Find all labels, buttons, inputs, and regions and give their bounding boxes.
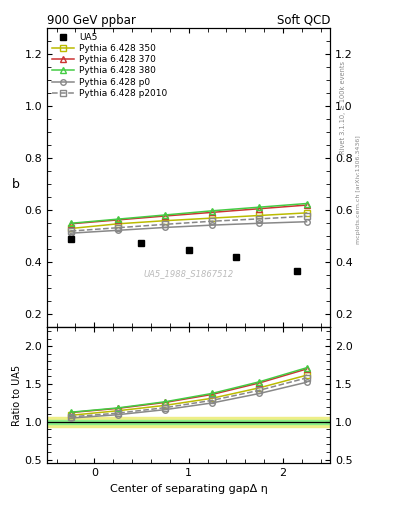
UA5 (68, 237, 73, 243)
Line: Pythia 6.428 p0: Pythia 6.428 p0 (68, 219, 309, 236)
Y-axis label: b: b (12, 178, 20, 191)
Pythia 6.428 p2010 (304, 213, 309, 219)
Pythia 6.428 p0 (257, 220, 262, 226)
Text: Rivet 3.1.10, ≥ 100k events: Rivet 3.1.10, ≥ 100k events (340, 61, 346, 154)
Pythia 6.428 350 (68, 225, 73, 231)
Pythia 6.428 p2010 (163, 221, 167, 227)
Text: Soft QCD: Soft QCD (277, 14, 330, 27)
Pythia 6.428 350 (210, 215, 215, 221)
Text: 900 GeV ppbar: 900 GeV ppbar (47, 14, 136, 27)
Pythia 6.428 p0 (210, 222, 215, 228)
Pythia 6.428 370 (68, 221, 73, 227)
Bar (47, 417, 330, 427)
Line: Pythia 6.428 380: Pythia 6.428 380 (68, 201, 309, 226)
Bar (47, 419, 330, 424)
Pythia 6.428 370 (163, 213, 167, 219)
UA5 (233, 253, 238, 260)
Pythia 6.428 370 (116, 217, 120, 223)
Y-axis label: Ratio to UA5: Ratio to UA5 (12, 365, 22, 426)
Pythia 6.428 350 (163, 218, 167, 224)
UA5 (295, 268, 299, 274)
Pythia 6.428 370 (210, 209, 215, 216)
Pythia 6.428 380 (210, 208, 215, 214)
Text: UA5_1988_S1867512: UA5_1988_S1867512 (143, 269, 234, 278)
Pythia 6.428 p0 (163, 224, 167, 230)
UA5 (186, 247, 191, 253)
Pythia 6.428 380 (304, 200, 309, 206)
Pythia 6.428 380 (68, 220, 73, 226)
Line: Pythia 6.428 350: Pythia 6.428 350 (68, 210, 309, 231)
Pythia 6.428 p2010 (210, 218, 215, 224)
Pythia 6.428 p2010 (68, 228, 73, 234)
UA5 (139, 240, 144, 246)
Pythia 6.428 380 (116, 216, 120, 222)
X-axis label: Center of separating gapΔ η: Center of separating gapΔ η (110, 484, 268, 494)
Pythia 6.428 p0 (116, 227, 120, 233)
Pythia 6.428 350 (257, 212, 262, 219)
Line: Pythia 6.428 p2010: Pythia 6.428 p2010 (68, 214, 309, 234)
Line: UA5: UA5 (67, 236, 301, 275)
Pythia 6.428 p0 (304, 219, 309, 225)
Pythia 6.428 380 (257, 204, 262, 210)
Pythia 6.428 370 (257, 206, 262, 212)
Legend: UA5, Pythia 6.428 350, Pythia 6.428 370, Pythia 6.428 380, Pythia 6.428 p0, Pyth: UA5, Pythia 6.428 350, Pythia 6.428 370,… (50, 31, 169, 100)
Text: mcplots.cern.ch [arXiv:1306.3436]: mcplots.cern.ch [arXiv:1306.3436] (356, 135, 361, 244)
Pythia 6.428 p2010 (257, 216, 262, 222)
Pythia 6.428 p0 (68, 230, 73, 236)
Pythia 6.428 380 (163, 212, 167, 218)
Pythia 6.428 p2010 (116, 225, 120, 231)
Pythia 6.428 350 (304, 210, 309, 216)
Pythia 6.428 370 (304, 202, 309, 208)
Line: Pythia 6.428 370: Pythia 6.428 370 (68, 202, 309, 227)
Pythia 6.428 350 (116, 221, 120, 227)
